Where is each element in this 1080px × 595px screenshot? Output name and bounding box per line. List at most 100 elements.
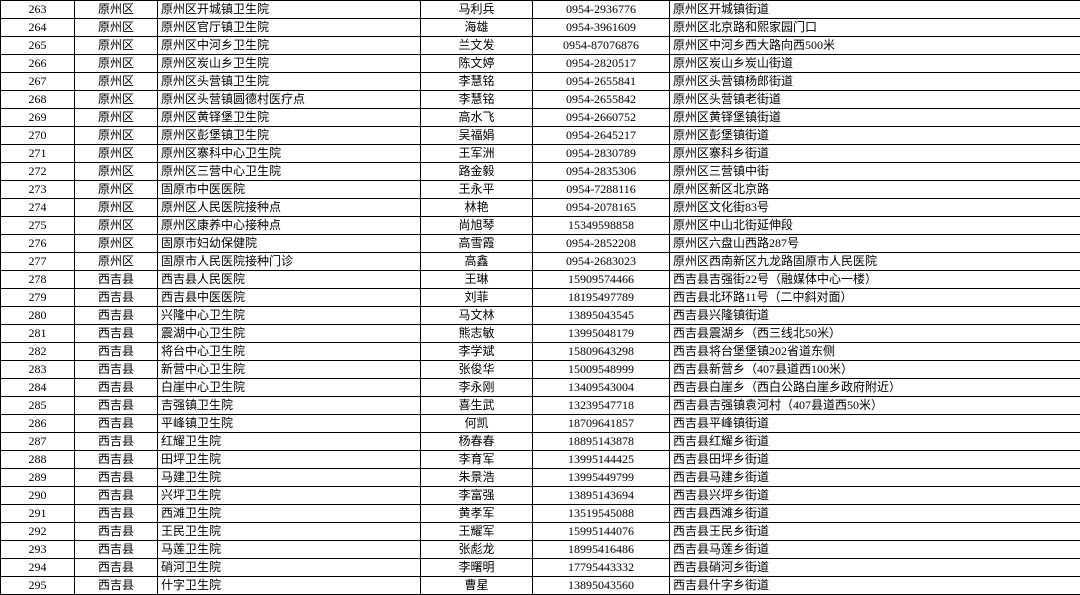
cell: 西吉县硝河乡街道	[670, 559, 1080, 577]
cell: 292	[1, 523, 75, 541]
cell: 兴坪卫生院	[158, 487, 421, 505]
cell: 林艳	[421, 199, 533, 217]
cell: 原州区中河乡卫生院	[158, 37, 421, 55]
cell: 西吉县	[75, 505, 158, 523]
cell: 西吉县	[75, 325, 158, 343]
cell: 原州区炭山乡炭山街道	[670, 55, 1080, 73]
cell: 原州区寨科乡街道	[670, 145, 1080, 163]
cell: 0954-7288116	[533, 181, 670, 199]
cell: 马建卫生院	[158, 469, 421, 487]
cell: 高水飞	[421, 109, 533, 127]
cell: 兴隆中心卫生院	[158, 307, 421, 325]
cell: 熊志敏	[421, 325, 533, 343]
cell: 原州区	[75, 55, 158, 73]
table-row: 289西吉县马建卫生院朱景浩13995449799西吉县马建乡街道	[1, 469, 1080, 487]
cell: 13239547718	[533, 397, 670, 415]
cell: 西吉县新营乡（407县道西100米）	[670, 361, 1080, 379]
cell: 尚旭琴	[421, 217, 533, 235]
cell: 西吉县中医医院	[158, 289, 421, 307]
cell: 吉强镇卫生院	[158, 397, 421, 415]
cell: 原州区彭堡镇卫生院	[158, 127, 421, 145]
cell: 平峰镇卫生院	[158, 415, 421, 433]
cell: 马莲卫生院	[158, 541, 421, 559]
cell: 马利兵	[421, 1, 533, 19]
health-facility-table: 263原州区原州区开城镇卫生院马利兵0954-2936776原州区开城镇街道26…	[0, 0, 1080, 595]
cell: 何凯	[421, 415, 533, 433]
cell: 田坪卫生院	[158, 451, 421, 469]
cell: 西吉县兴坪乡街道	[670, 487, 1080, 505]
cell: 西吉县吉强街22号（融媒体中心一楼）	[670, 271, 1080, 289]
cell: 西吉县	[75, 469, 158, 487]
cell: 272	[1, 163, 75, 181]
cell: 曹星	[421, 577, 533, 595]
table-row: 287西吉县红耀卫生院杨春春18895143878西吉县红耀乡街道	[1, 433, 1080, 451]
cell: 杨春春	[421, 433, 533, 451]
cell: 0954-2660752	[533, 109, 670, 127]
cell: 路金毅	[421, 163, 533, 181]
table-row: 284西吉县白崖中心卫生院李永刚13409543004西吉县白崖乡（西白公路白崖…	[1, 379, 1080, 397]
cell: 18995416486	[533, 541, 670, 559]
cell: 原州区	[75, 217, 158, 235]
cell: 0954-2655841	[533, 73, 670, 91]
cell: 原州区开城镇卫生院	[158, 1, 421, 19]
cell: 原州区	[75, 235, 158, 253]
cell: 原州区三营镇中街	[670, 163, 1080, 181]
cell: 喜生武	[421, 397, 533, 415]
cell: 0954-2645217	[533, 127, 670, 145]
cell: 西吉县	[75, 271, 158, 289]
cell: 原州区六盘山西路287号	[670, 235, 1080, 253]
cell: 原州区黄铎堡卫生院	[158, 109, 421, 127]
cell: 原州区人民医院接种点	[158, 199, 421, 217]
cell: 原州区头营镇圆德村医疗点	[158, 91, 421, 109]
table-row: 294西吉县硝河卫生院李曙明17795443332西吉县硝河乡街道	[1, 559, 1080, 577]
table-row: 278西吉县西吉县人民医院王琳15909574466西吉县吉强街22号（融媒体中…	[1, 271, 1080, 289]
table-row: 268原州区原州区头营镇圆德村医疗点李慧铭0954-2655842原州区头营镇老…	[1, 91, 1080, 109]
cell: 276	[1, 235, 75, 253]
table-row: 277原州区固原市人民医院接种门诊高鑫0954-2683023原州区西南新区九龙…	[1, 253, 1080, 271]
cell: 0954-3961609	[533, 19, 670, 37]
cell: 286	[1, 415, 75, 433]
cell: 15995144076	[533, 523, 670, 541]
cell: 西吉县	[75, 343, 158, 361]
cell: 原州区	[75, 37, 158, 55]
cell: 275	[1, 217, 75, 235]
table-row: 263原州区原州区开城镇卫生院马利兵0954-2936776原州区开城镇街道	[1, 1, 1080, 19]
cell: 265	[1, 37, 75, 55]
cell: 13895143694	[533, 487, 670, 505]
cell: 288	[1, 451, 75, 469]
cell: 294	[1, 559, 75, 577]
cell: 西吉县北环路11号（二中斜对面）	[670, 289, 1080, 307]
cell: 266	[1, 55, 75, 73]
cell: 15009548999	[533, 361, 670, 379]
cell: 西吉县平峰镇街道	[670, 415, 1080, 433]
cell: 0954-2683023	[533, 253, 670, 271]
table-row: 275原州区原州区康养中心接种点尚旭琴15349598858原州区中山北街延伸段	[1, 217, 1080, 235]
cell: 原州区	[75, 19, 158, 37]
cell: 原州区	[75, 109, 158, 127]
cell: 张彪龙	[421, 541, 533, 559]
cell: 285	[1, 397, 75, 415]
cell: 西吉县红耀乡街道	[670, 433, 1080, 451]
cell: 18709641857	[533, 415, 670, 433]
cell: 西吉县马莲乡街道	[670, 541, 1080, 559]
cell: 高鑫	[421, 253, 533, 271]
cell: 0954-2852208	[533, 235, 670, 253]
cell: 西吉县	[75, 379, 158, 397]
table-row: 291西吉县西滩卫生院黄孝军13519545088西吉县西滩乡街道	[1, 505, 1080, 523]
cell: 硝河卫生院	[158, 559, 421, 577]
cell: 13409543004	[533, 379, 670, 397]
cell: 原州区	[75, 73, 158, 91]
cell: 白崖中心卫生院	[158, 379, 421, 397]
cell: 原州区新区北京路	[670, 181, 1080, 199]
cell: 西吉县震湖乡（西三线北50米）	[670, 325, 1080, 343]
cell: 原州区中山北街延伸段	[670, 217, 1080, 235]
cell: 西吉县	[75, 433, 158, 451]
cell: 将台中心卫生院	[158, 343, 421, 361]
cell: 18895143878	[533, 433, 670, 451]
cell: 263	[1, 1, 75, 19]
cell: 0954-2655842	[533, 91, 670, 109]
cell: 原州区黄铎堡镇街道	[670, 109, 1080, 127]
cell: 李永刚	[421, 379, 533, 397]
table-row: 279西吉县西吉县中医医院刘菲18195497789西吉县北环路11号（二中斜对…	[1, 289, 1080, 307]
cell: 王琳	[421, 271, 533, 289]
